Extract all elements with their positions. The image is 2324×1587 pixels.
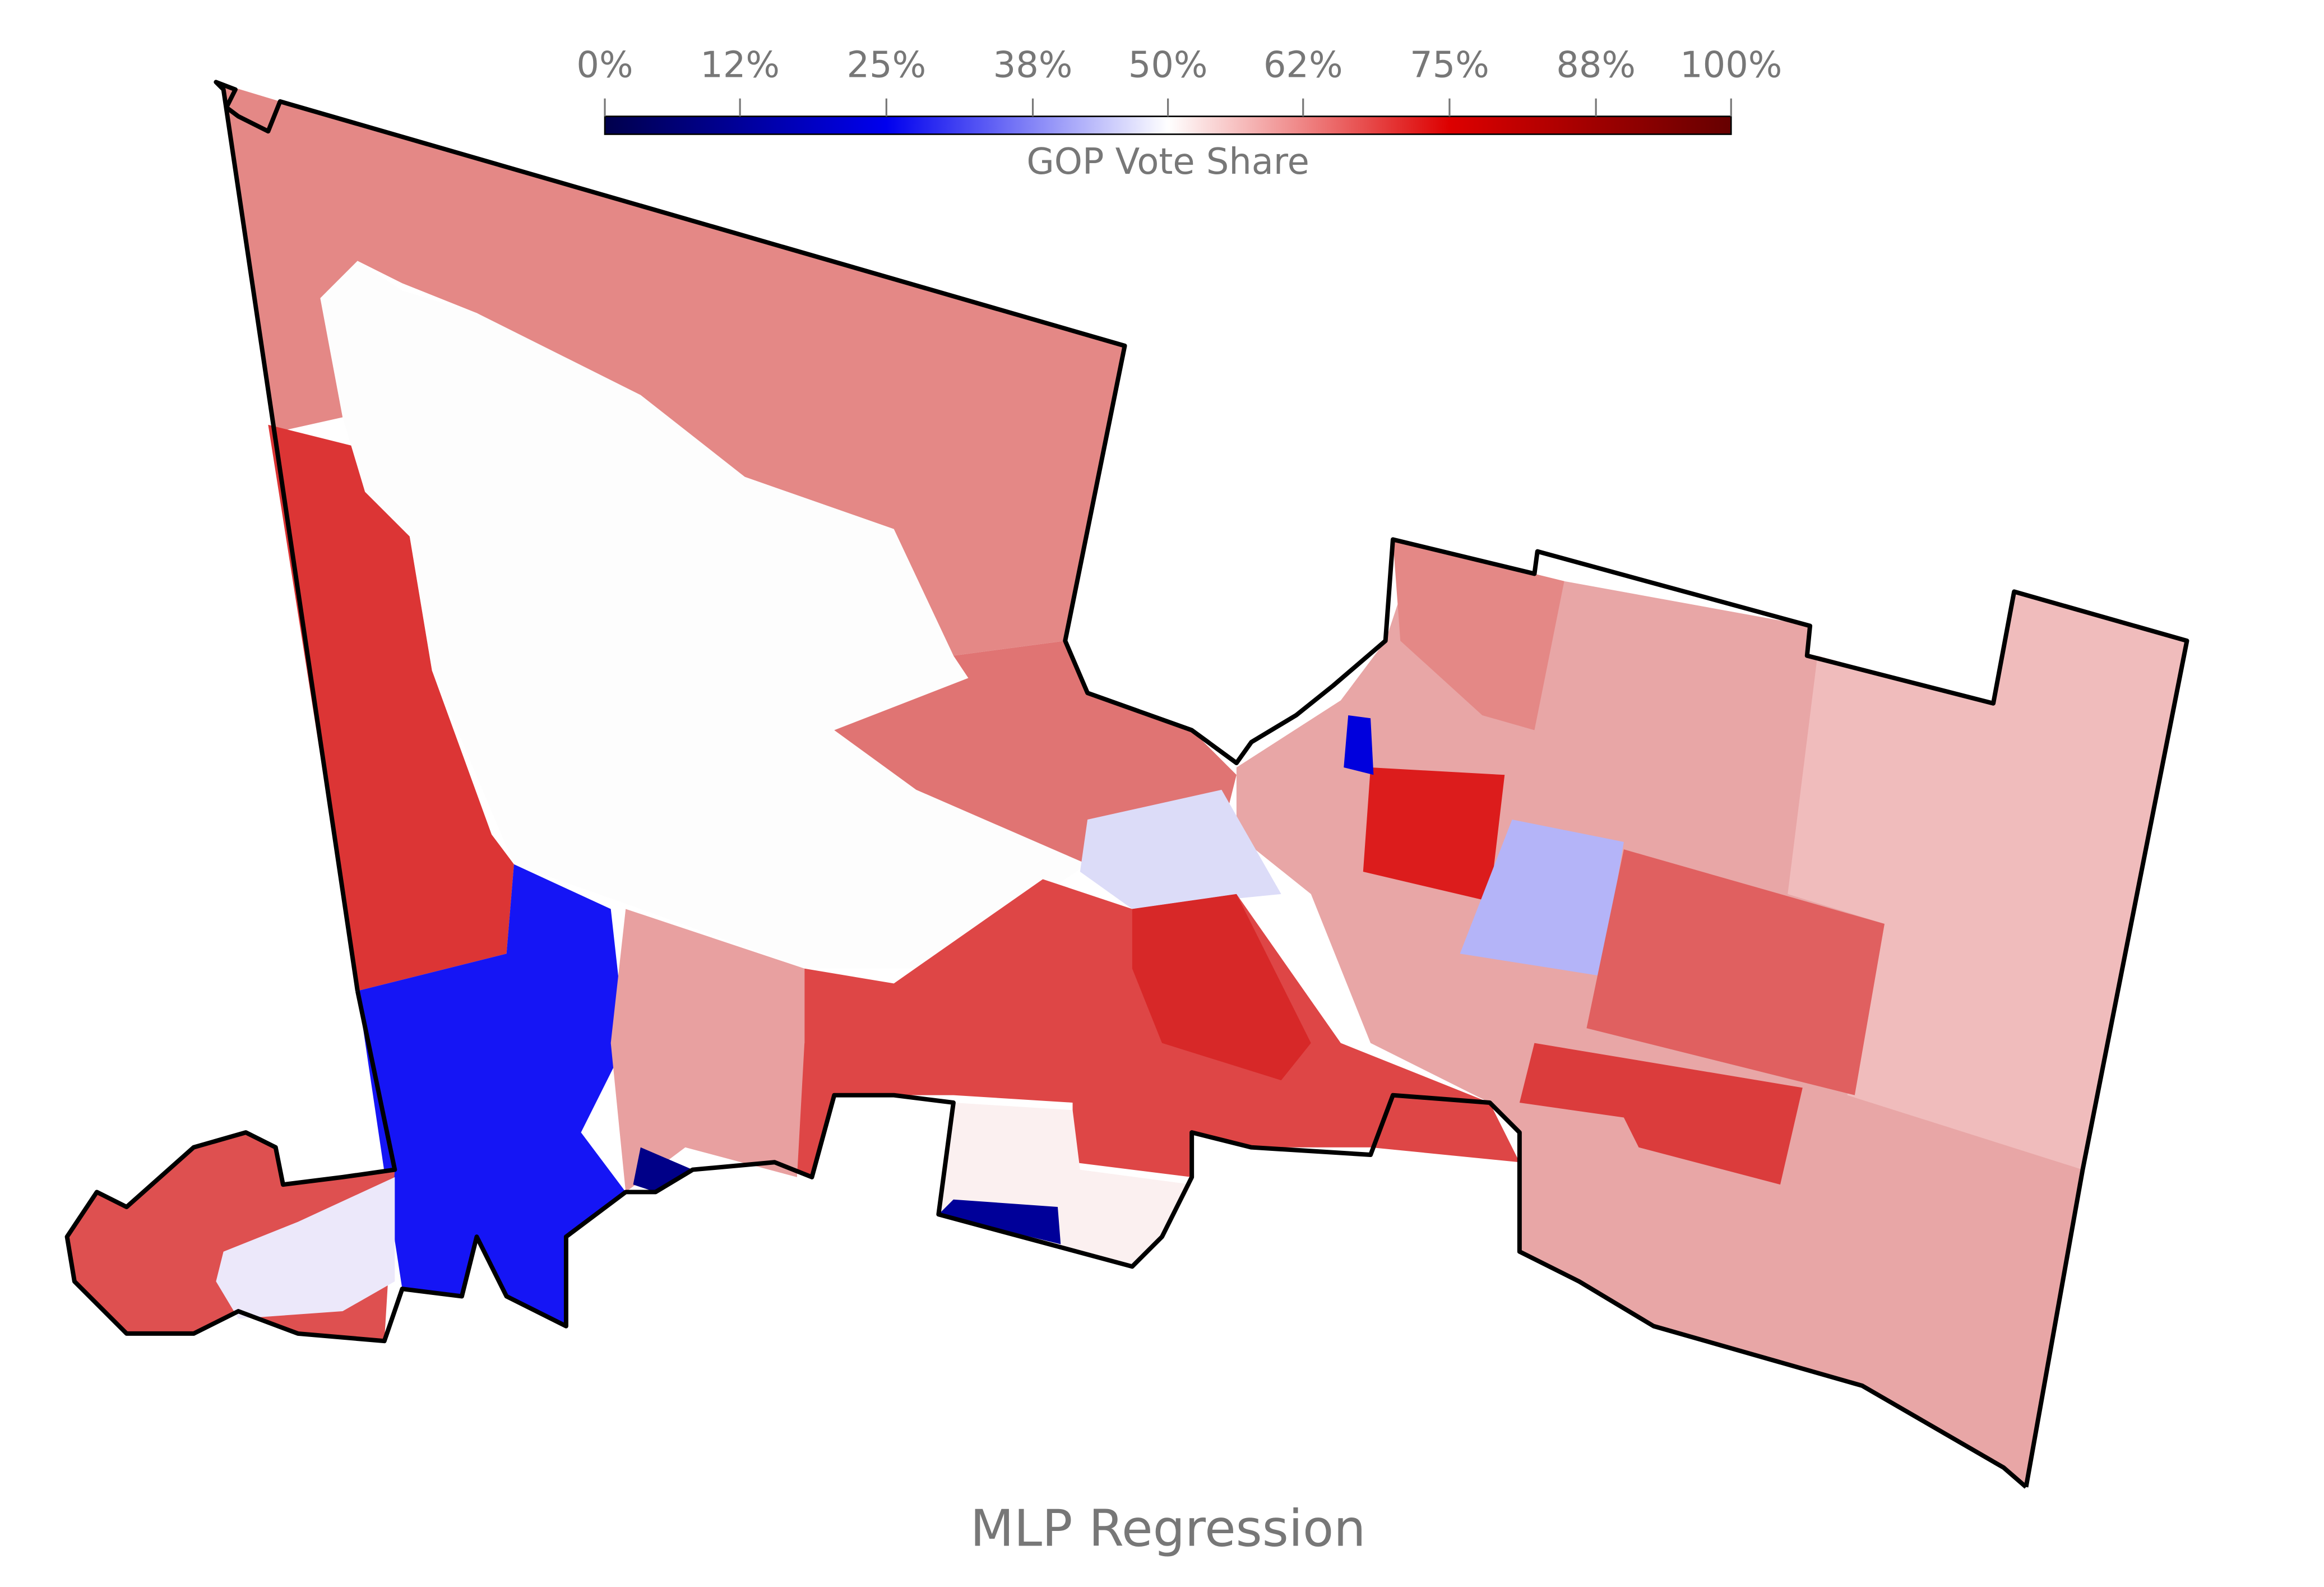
region — [320, 261, 1088, 969]
boundary-line — [214, 80, 2189, 1488]
colorbar-label: GOP Vote Share — [1026, 141, 1309, 183]
region — [1132, 894, 1311, 1081]
tick-label: 75% — [1410, 44, 1489, 86]
region — [1363, 767, 1505, 902]
region — [775, 879, 1520, 1177]
colorbar-ticks: 0% 12% 25% 38% 50% 62% 75% 88% 100% — [576, 44, 1782, 117]
region — [1392, 539, 1564, 730]
region — [1586, 849, 1885, 1095]
region — [1788, 591, 2187, 1170]
tick-label: 88% — [1556, 44, 1636, 86]
region — [633, 1147, 693, 1192]
boundary — [64, 80, 2189, 1489]
region — [216, 1177, 395, 1319]
tick-label: 25% — [846, 44, 926, 86]
map-title: MLP Regression — [970, 1499, 1366, 1558]
regions — [67, 82, 2187, 1487]
tick-label: 100% — [1680, 44, 1782, 86]
region — [938, 1199, 1061, 1244]
region — [216, 82, 1125, 656]
tick-label: 38% — [993, 44, 1073, 86]
colorbar — [604, 115, 1732, 135]
tick-label: 50% — [1128, 44, 1208, 86]
region — [268, 424, 514, 991]
region — [1344, 715, 1374, 775]
tick-label: 62% — [1263, 44, 1343, 86]
tick-label: 0% — [576, 44, 633, 86]
boundary-line — [64, 990, 2028, 1489]
region — [357, 864, 626, 1326]
region — [1080, 789, 1281, 909]
region — [834, 641, 1237, 864]
region — [610, 909, 805, 1192]
region — [1519, 1043, 1803, 1185]
tick-label: 12% — [700, 44, 780, 86]
region — [1460, 820, 1624, 977]
